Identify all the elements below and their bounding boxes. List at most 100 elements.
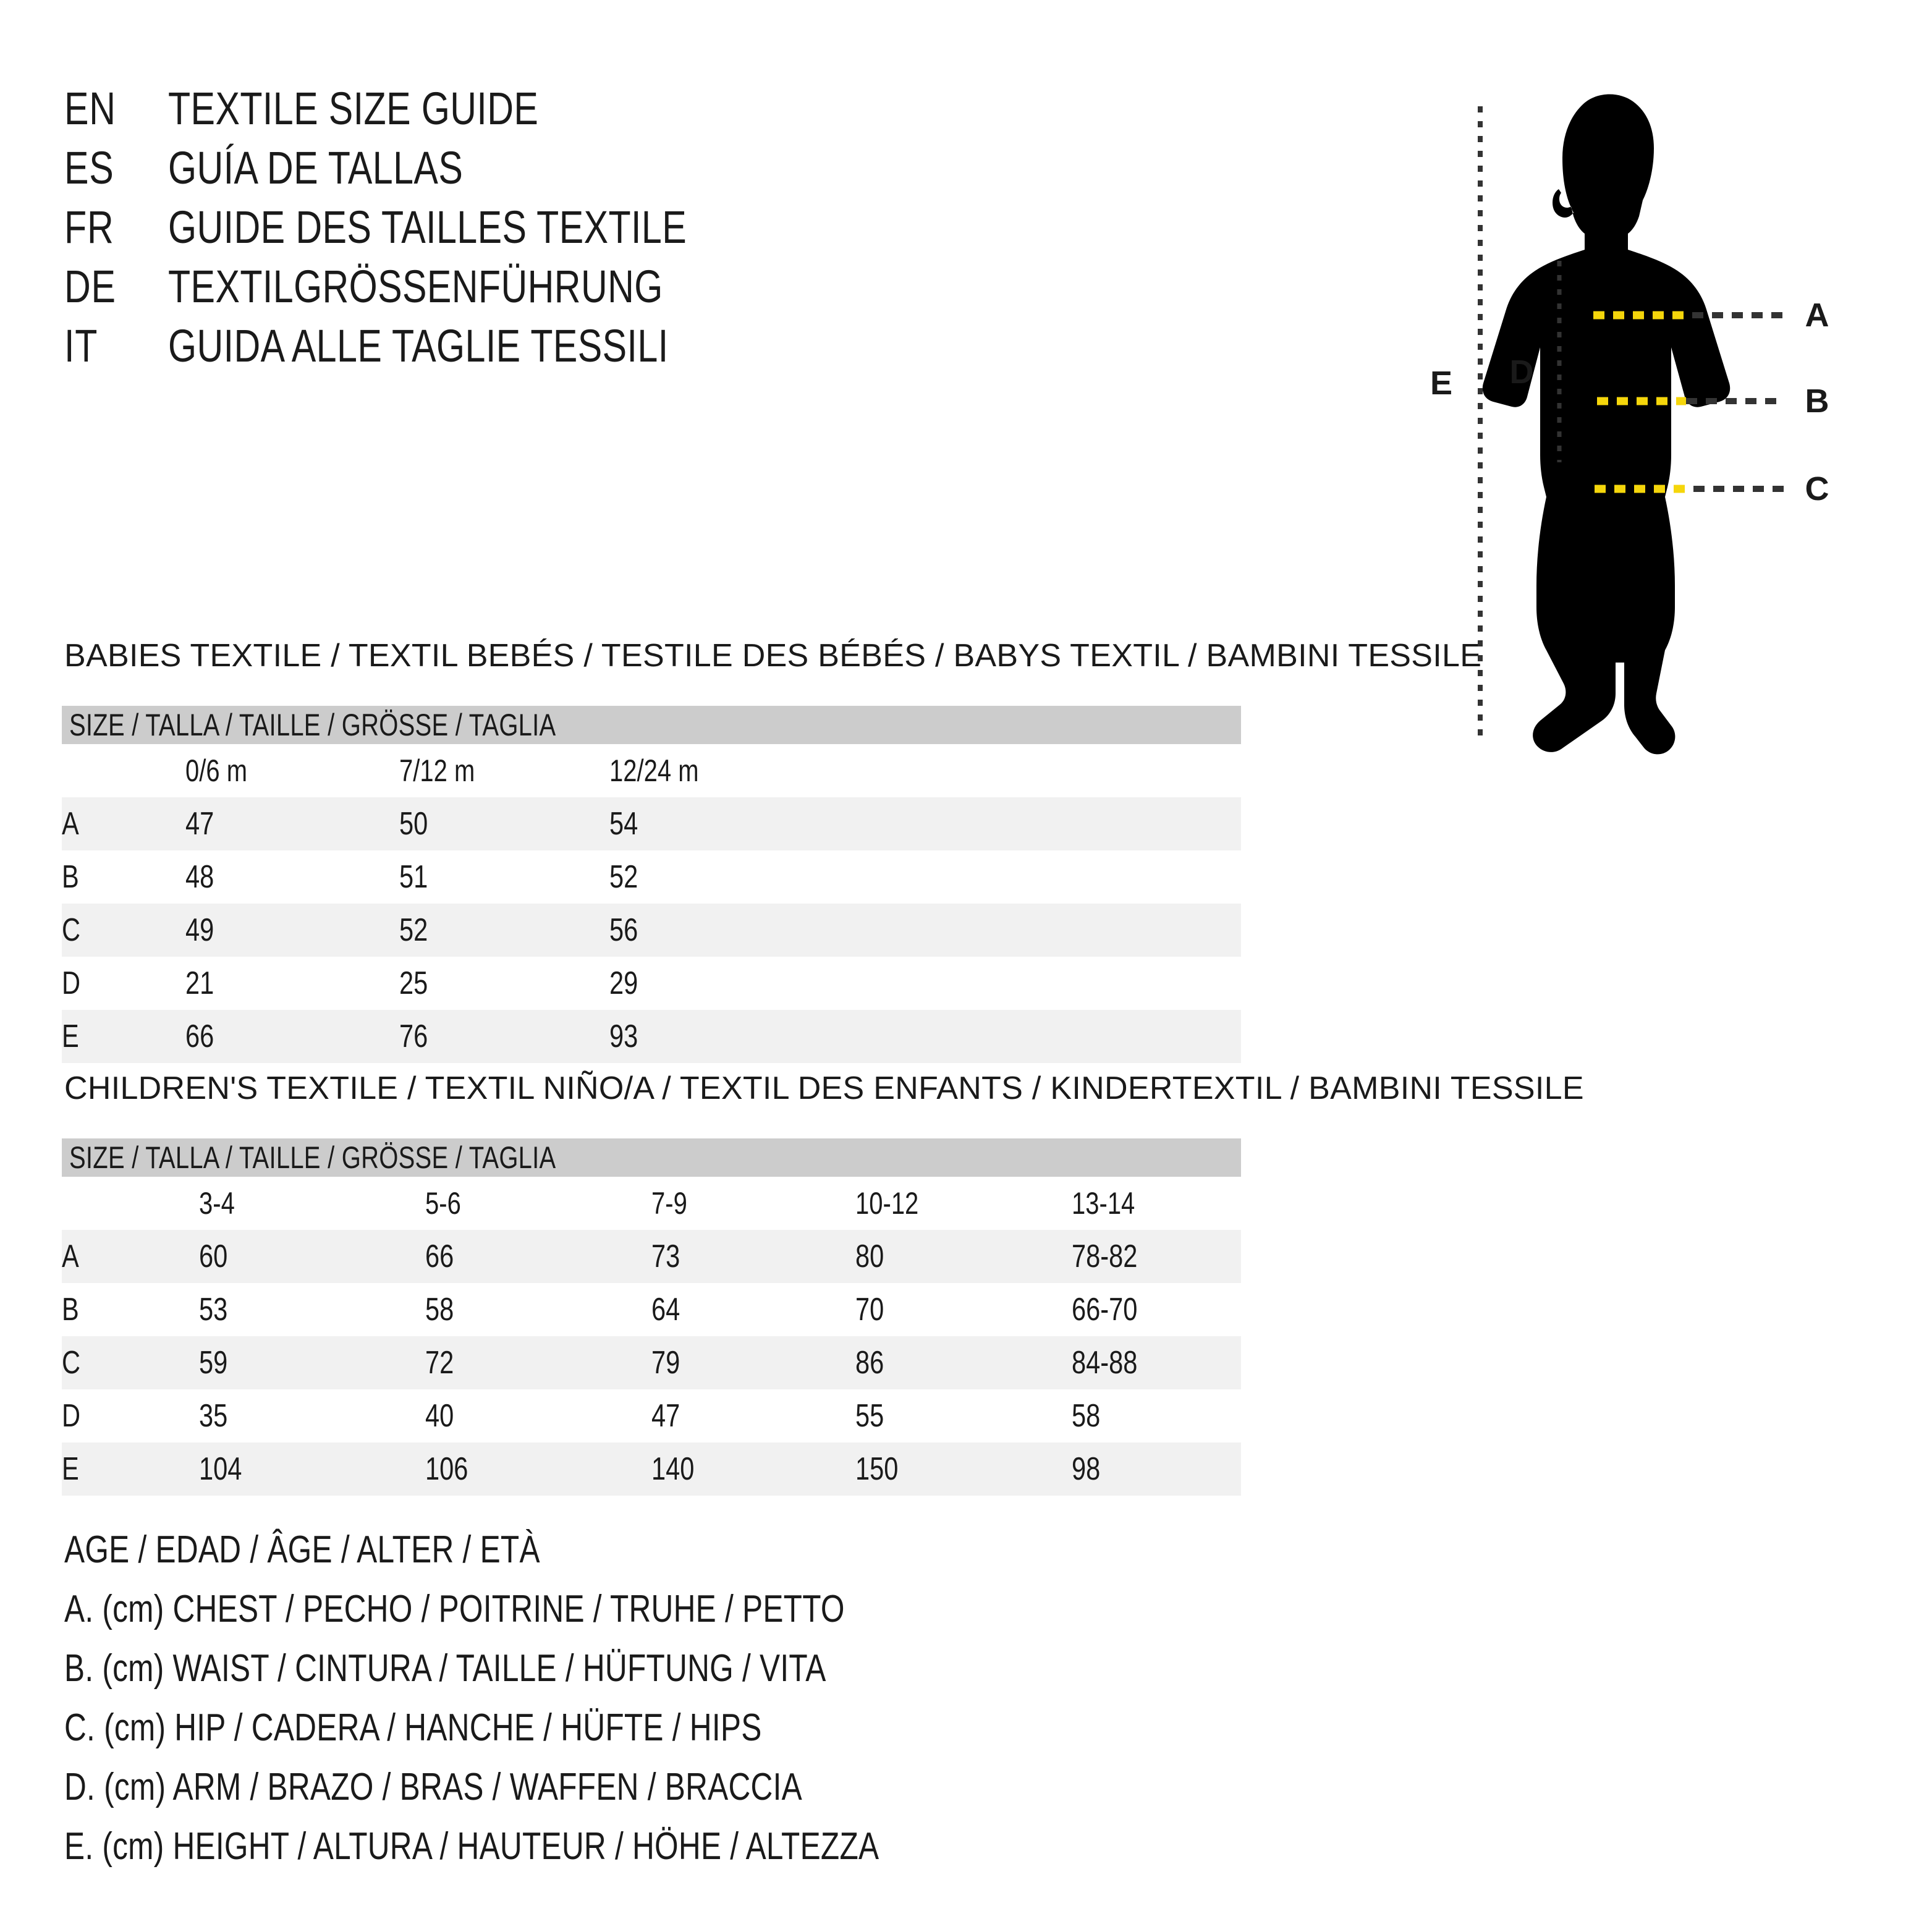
legend-item: C. (cm) HIP / CADERA / HANCHE / HÜFTE / … [64, 1698, 1239, 1758]
children-cell-b-2: 64 [651, 1283, 855, 1336]
babies-cell-c-1: 52 [399, 904, 609, 957]
axis-label-b: B [1805, 383, 1829, 420]
legend-age: AGE / EDAD / ÂGE / ALTER / ETÀ [64, 1528, 540, 1571]
table-row: A 47 50 54 [62, 797, 1241, 850]
language-row: IT GUIDA ALLE TAGLIE TESSILI [64, 316, 1239, 376]
table-row: B 53 58 64 70 66-70 [62, 1283, 1242, 1336]
legend-arm: D. (cm) ARM / BRAZO / BRAS / WAFFEN / BR… [64, 1766, 802, 1808]
corner-cell [62, 1177, 199, 1230]
children-section-title: CHILDREN'S TEXTILE / TEXTIL NIÑO/A / TEX… [64, 1069, 1584, 1108]
language-title-es: GUÍA DE TALLAS [168, 142, 464, 193]
children-row-label-c: C [62, 1336, 199, 1389]
children-cell-d-0: 35 [199, 1389, 425, 1443]
babies-cell-b-2: 52 [609, 850, 1241, 904]
babies-row-label-d: D [62, 957, 185, 1010]
children-cell-c-2: 79 [651, 1336, 855, 1389]
babies-col-header-2: 12/24 m [609, 744, 1241, 797]
legend-chest: A. (cm) CHEST / PECHO / POITRINE / TRUHE… [64, 1588, 845, 1630]
language-code-de: DE [64, 261, 116, 312]
children-row-label-d: D [62, 1389, 199, 1443]
children-cell-a-3: 80 [855, 1230, 1072, 1283]
babies-cell-a-2: 54 [609, 797, 1241, 850]
language-code-fr: FR [64, 201, 114, 253]
babies-cell-b-1: 51 [399, 850, 609, 904]
children-cell-c-3: 86 [855, 1336, 1072, 1389]
language-code-it: IT [64, 320, 98, 371]
children-cell-a-1: 66 [425, 1230, 651, 1283]
babies-row-label-c: C [62, 904, 185, 957]
babies-cell-d-2: 29 [609, 957, 1241, 1010]
table-row: C 49 52 56 [62, 904, 1241, 957]
babies-row-label-e: E [62, 1010, 185, 1063]
children-cell-c-4: 84-88 [1072, 1336, 1242, 1389]
children-cell-c-1: 72 [425, 1336, 651, 1389]
language-title-it: GUIDA ALLE TAGLIE TESSILI [168, 320, 669, 371]
babies-cell-a-1: 50 [399, 797, 609, 850]
legend-item: E. (cm) HEIGHT / ALTURA / HAUTEUR / HÖHE… [64, 1817, 1239, 1876]
children-cell-d-3: 55 [855, 1389, 1072, 1443]
babies-row-label-a: A [62, 797, 185, 850]
legend-item: AGE / EDAD / ÂGE / ALTER / ETÀ [64, 1520, 1239, 1580]
legend-item: A. (cm) CHEST / PECHO / POITRINE / TRUHE… [64, 1580, 1239, 1639]
children-row-label-e: E [62, 1443, 199, 1496]
children-col-header-4: 13-14 [1072, 1177, 1242, 1230]
babies-col-header-0-text: 0/6 m [185, 753, 248, 788]
legend-waist: B. (cm) WAIST / CINTURA / TAILLE / HÜFTU… [64, 1647, 826, 1690]
language-title-de: TEXTILGRÖSSENFÜHRUNG [168, 261, 663, 312]
babies-cell-c-2: 56 [609, 904, 1241, 957]
babies-cell-e-0: 66 [185, 1010, 399, 1063]
table-row: D 35 40 47 55 58 [62, 1389, 1242, 1443]
children-cell-a-4: 78-82 [1072, 1230, 1242, 1283]
babies-cell-d-1: 25 [399, 957, 609, 1010]
children-cell-b-0: 53 [199, 1283, 425, 1336]
children-cell-d-2: 47 [651, 1389, 855, 1443]
legend-item: B. (cm) WAIST / CINTURA / TAILLE / HÜFTU… [64, 1639, 1239, 1698]
corner-cell [62, 744, 185, 797]
babies-section-title-text: BABIES TEXTILE / TEXTIL BEBÉS / TESTILE … [64, 638, 1482, 674]
children-col-header-1: 5-6 [425, 1177, 651, 1230]
language-row: FR GUIDE DES TAILLES TEXTILE [64, 198, 1239, 257]
babies-header-bar-text: SIZE / TALLA / TAILLE / GRÖSSE / TAGLIA [69, 708, 556, 742]
babies-cell-a-0: 47 [185, 797, 399, 850]
babies-col-header-0: 0/6 m [185, 744, 399, 797]
language-header-block: EN TEXTILE SIZE GUIDE ES GUÍA DE TALLAS … [64, 79, 1239, 376]
table-row: C 59 72 79 86 84-88 [62, 1336, 1242, 1389]
babies-cell-e-2: 93 [609, 1010, 1241, 1063]
axis-label-d: D [1510, 354, 1534, 391]
babies-col-header-2-text: 12/24 m [609, 753, 699, 788]
babies-cell-c-0: 49 [185, 904, 399, 957]
babies-cell-d-0: 21 [185, 957, 399, 1010]
table-row: B 48 51 52 [62, 850, 1241, 904]
axis-label-e: E [1430, 365, 1452, 402]
babies-size-table: SIZE / TALLA / TAILLE / GRÖSSE / TAGLIA … [62, 706, 1241, 1063]
children-cell-b-1: 58 [425, 1283, 651, 1336]
children-row-label-a: A [62, 1230, 199, 1283]
table-row: D 21 25 29 [62, 957, 1241, 1010]
axis-label-c: C [1805, 470, 1829, 507]
children-cell-e-4: 98 [1072, 1443, 1242, 1496]
children-cell-e-2: 140 [651, 1443, 855, 1496]
language-title-en: TEXTILE SIZE GUIDE [168, 83, 539, 134]
babies-cell-b-0: 48 [185, 850, 399, 904]
babies-col-header-1: 7/12 m [399, 744, 609, 797]
children-cell-e-0: 104 [199, 1443, 425, 1496]
children-cell-e-3: 150 [855, 1443, 1072, 1496]
children-cell-b-4: 66-70 [1072, 1283, 1242, 1336]
table-row: E 104 106 140 150 98 [62, 1443, 1242, 1496]
legend-height: E. (cm) HEIGHT / ALTURA / HAUTEUR / HÖHE… [64, 1825, 879, 1868]
babies-column-header-row: 0/6 m 7/12 m 12/24 m [62, 744, 1241, 797]
language-row: EN TEXTILE SIZE GUIDE [64, 79, 1239, 138]
children-cell-d-4: 58 [1072, 1389, 1242, 1443]
language-code-es: ES [64, 142, 114, 193]
children-column-header-row: 3-4 5-6 7-9 10-12 13-14 [62, 1177, 1242, 1230]
children-cell-a-0: 60 [199, 1230, 425, 1283]
children-header-bar-cell: SIZE / TALLA / TAILLE / GRÖSSE / TAGLIA [62, 1138, 1242, 1177]
child-silhouette-icon [1482, 94, 1731, 755]
children-header-bar-text: SIZE / TALLA / TAILLE / GRÖSSE / TAGLIA [69, 1140, 556, 1175]
children-col-header-0: 3-4 [199, 1177, 425, 1230]
children-size-table: SIZE / TALLA / TAILLE / GRÖSSE / TAGLIA … [62, 1138, 1242, 1496]
children-cell-a-2: 73 [651, 1230, 855, 1283]
children-cell-b-3: 70 [855, 1283, 1072, 1336]
children-col-header-3: 10-12 [855, 1177, 1072, 1230]
measurement-diagram: D E A B C [1384, 37, 1916, 779]
